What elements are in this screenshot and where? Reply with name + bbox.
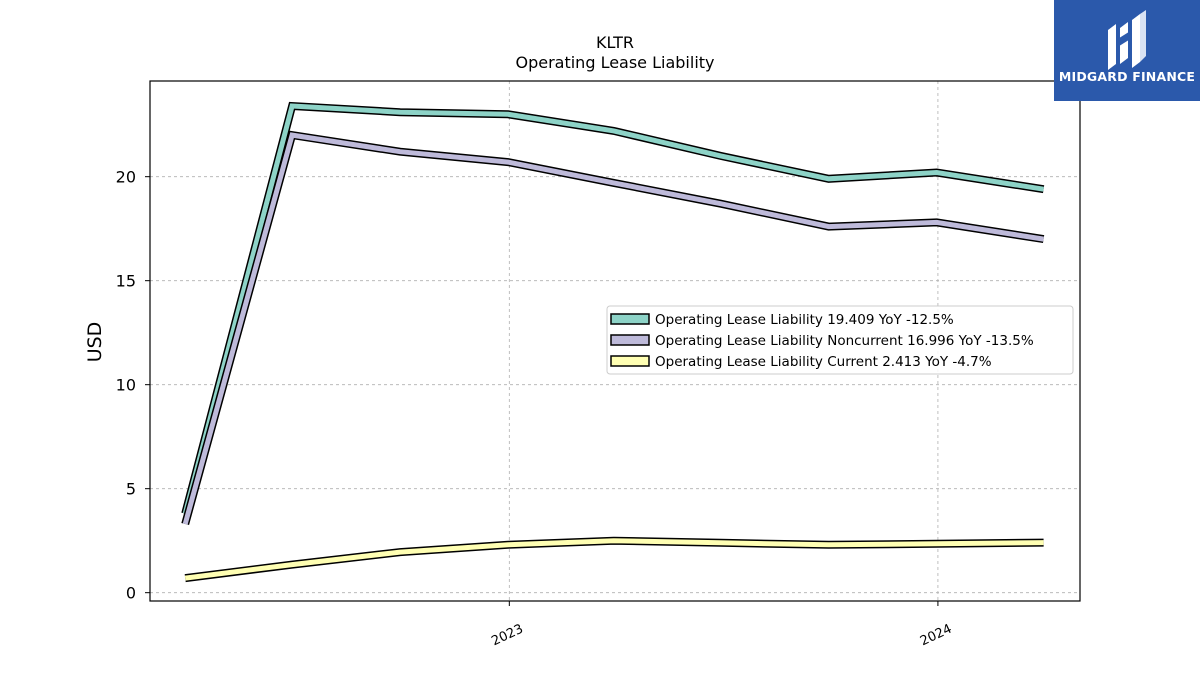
legend-label: Operating Lease Liability Current 2.413 … [655, 354, 992, 370]
y-tick-label: 10 [116, 376, 136, 395]
legend-label: Operating Lease Liability Noncurrent 16.… [655, 333, 1034, 349]
y-tick-label: 0 [126, 584, 136, 603]
chart-subtitle: Operating Lease Liability [515, 53, 714, 72]
series-stroke [182, 132, 1044, 525]
brand-name: MIDGARD FINANCE [1058, 69, 1196, 84]
series-line-3 [184, 536, 1044, 583]
chart-title: KLTR [596, 33, 634, 52]
x-tick-label: 2023 [489, 622, 525, 650]
legend-item: Operating Lease Liability 19.409 YoY -12… [610, 312, 954, 328]
legend: Operating Lease Liability 19.409 YoY -12… [606, 305, 1074, 375]
brand-logo: MIDGARD FINANCE [1054, 0, 1200, 101]
legend-item: Operating Lease Liability Noncurrent 16.… [610, 333, 1034, 349]
series-line-1 [181, 101, 1045, 515]
series-line-2 [181, 130, 1045, 526]
legend-item: Operating Lease Liability Current 2.413 … [610, 354, 992, 370]
legend-swatch [610, 313, 650, 325]
brand-mark-icon [1108, 10, 1146, 70]
legend-label: Operating Lease Liability 19.409 YoY -12… [655, 312, 954, 328]
legend-swatch [610, 355, 650, 367]
series-stroke [184, 538, 1044, 581]
series-lines [181, 101, 1045, 583]
y-tick-label: 20 [116, 168, 136, 187]
x-tick-label: 2024 [918, 622, 954, 650]
x-axis: 2023 2024 [489, 601, 954, 649]
y-tick-label: 15 [116, 272, 136, 291]
legend-box [606, 305, 1074, 375]
y-axis-label: USD [84, 322, 106, 363]
y-tick-label: 5 [126, 480, 136, 499]
series-stroke [182, 103, 1044, 515]
legend-swatch [610, 334, 650, 346]
plot-frame [149, 80, 1081, 602]
y-axis: 0 5 10 15 20 [116, 168, 150, 603]
